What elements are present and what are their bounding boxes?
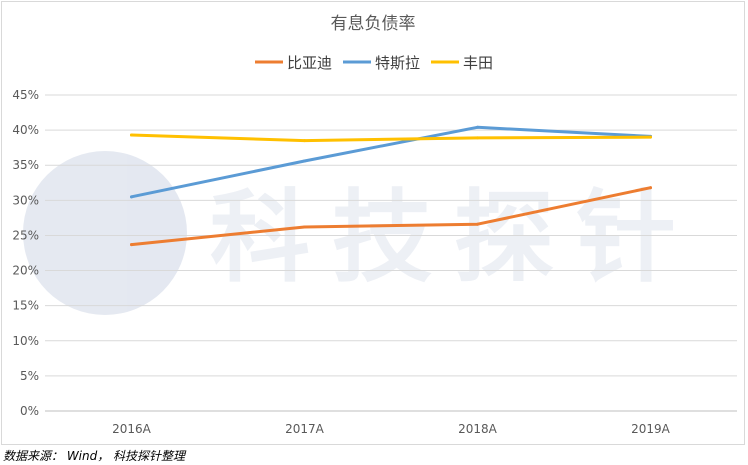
- y-tick-label: 25%: [12, 228, 39, 242]
- legend-label: 特斯拉: [375, 54, 420, 72]
- series-line: [130, 133, 652, 143]
- legend: 比亚迪 特斯拉 丰田: [255, 54, 493, 72]
- data-point: [303, 159, 306, 163]
- y-tick-label: 35%: [12, 158, 39, 172]
- x-tick-label: 2016A: [112, 422, 152, 436]
- gridlines: [45, 94, 737, 412]
- x-tick-label: 2017A: [285, 422, 325, 436]
- y-tick-label: 20%: [12, 264, 39, 278]
- data-point: [649, 186, 652, 190]
- y-tick-label: 40%: [12, 123, 39, 137]
- x-tick-label: 2018A: [458, 422, 498, 436]
- x-tick-label: 2019A: [631, 422, 671, 436]
- x-axis: 2016A 2017A 2018A 2019A: [112, 422, 671, 436]
- line-chart: 科技探针 有息负债率 0%5%10%15%20%25%30%35%40%45% …: [12, 14, 737, 436]
- y-tick-label: 30%: [12, 193, 39, 207]
- watermark-text: 科技探针: [210, 179, 698, 296]
- y-tick-label: 5%: [20, 369, 39, 383]
- data-point: [130, 195, 133, 199]
- y-axis: 0% 5% 10% 15% 20% 25% 30% 35% 40% 45%: [12, 88, 39, 418]
- data-point: [476, 136, 479, 140]
- data-point: [476, 222, 479, 226]
- source-note: 数据来源： Wind， 科技探针整理: [3, 449, 186, 463]
- legend-label: 丰田: [463, 54, 493, 72]
- series-lines: [130, 125, 652, 247]
- data-point: [130, 133, 133, 137]
- y-tick-label: 0%: [20, 404, 39, 418]
- series-line: [130, 125, 652, 199]
- chart-title: 有息负债率: [331, 14, 416, 34]
- data-point: [476, 125, 479, 129]
- data-point: [649, 135, 652, 139]
- series-line: [130, 186, 652, 247]
- watermark: 科技探针: [23, 151, 698, 315]
- y-tick-label: 15%: [12, 299, 39, 313]
- legend-label: 比亚迪: [287, 54, 332, 72]
- y-tick-label: 45%: [12, 88, 39, 102]
- data-point: [303, 139, 306, 143]
- data-point: [130, 243, 133, 247]
- data-point: [303, 225, 306, 229]
- watermark-logo-icon: [23, 151, 187, 315]
- y-tick-label: 10%: [12, 334, 39, 348]
